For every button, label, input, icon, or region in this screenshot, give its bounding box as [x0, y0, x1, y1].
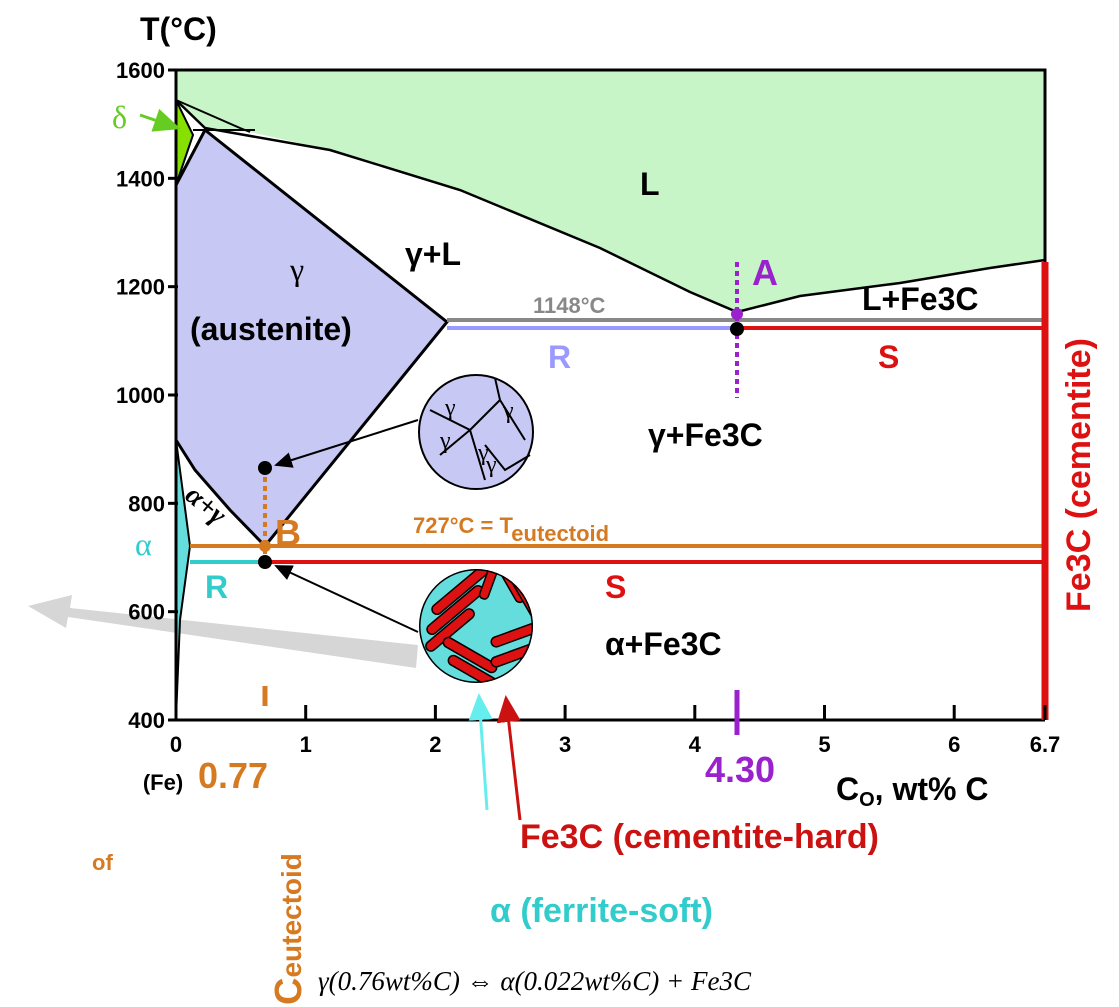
point	[258, 555, 272, 569]
vertical-label: Fe3C (cementite)	[1060, 338, 1098, 612]
arrow	[276, 566, 418, 632]
y-tick-label: 1600	[116, 58, 165, 83]
point-label: A	[752, 252, 778, 293]
y-tick-label: 1400	[116, 166, 165, 191]
point	[731, 308, 743, 320]
lever-label: R	[205, 569, 228, 605]
x-tick-label: 3	[559, 732, 571, 757]
x-tick-label: 5	[818, 732, 830, 757]
vertical-label: Ceutectoid	[268, 853, 310, 1005]
y-tick-label: 1200	[116, 275, 165, 300]
arrow	[140, 115, 178, 128]
austenite-grains	[419, 375, 533, 489]
region-label: (austenite)	[190, 311, 352, 347]
composition-label: 0.77	[198, 755, 268, 796]
gray-arrow	[28, 595, 418, 668]
point	[730, 322, 744, 336]
arrow	[506, 698, 520, 820]
x-tick-label: 6	[948, 732, 960, 757]
cementite-note: Fe3C (cementite-hard)	[520, 818, 879, 856]
phase-diagram: T(°C) 1600 1400 1200 1000 800 600 400 0 1 2 3 4 5 6 6…	[0, 0, 1119, 1007]
y-tick-label: 800	[128, 491, 165, 516]
lever-label: R	[548, 339, 571, 375]
x-axis-label-rest: , wt% C	[875, 771, 989, 807]
x-tick-label: 2	[429, 732, 441, 757]
vertical-label-sub: eutectoid	[276, 853, 307, 977]
x-tick-label: 4	[689, 732, 702, 757]
x-tick-label: 6.7	[1030, 732, 1061, 757]
region-label: α+Fe3C	[605, 626, 722, 662]
alpha-region	[176, 440, 190, 718]
x-tick-label: 0	[170, 732, 182, 757]
arrow	[479, 696, 487, 810]
reaction-equation: γ(0.76wt%C) ⇔ α(0.022wt%C) + Fe3C	[318, 966, 752, 996]
pearlite	[419, 556, 542, 692]
region-label: γ+L	[405, 236, 461, 272]
line-label-sub: eutectoid	[511, 521, 609, 546]
x-axis-label: CO, wt% C	[836, 771, 988, 811]
y-tick-label: 600	[128, 600, 165, 625]
y-tick-label: 1000	[116, 383, 165, 408]
x-ticks: 0 1 2 3 4 5 6 6.7	[170, 705, 1060, 757]
x-tick-label: 1	[300, 732, 312, 757]
line-label-main: 727°C = T	[413, 513, 513, 538]
x-axis-label-main: C	[836, 771, 859, 807]
grain-label: γ	[485, 452, 497, 478]
vertical-label-main: C	[268, 978, 310, 1005]
lever-label: S	[605, 569, 626, 605]
composition-label: 4.30	[705, 749, 775, 790]
region-label: L	[640, 166, 660, 202]
line-label: 1148°C	[533, 293, 606, 318]
grain-label: γ	[439, 428, 451, 454]
grain-label: γ	[444, 395, 456, 421]
ferrite-note: α (ferrite-soft)	[490, 892, 713, 930]
region-label: γ	[289, 251, 304, 287]
page: T(°C) 1600 1400 1200 1000 800 600 400 0 1 2 3 4 5 6 6…	[0, 0, 1119, 1007]
y-axis-label: T(°C)	[140, 11, 217, 47]
lever-label: S	[878, 339, 899, 375]
region-label: α	[135, 526, 152, 562]
point	[258, 461, 272, 475]
side-note: of	[92, 850, 113, 875]
point	[259, 540, 271, 552]
grain-label: γ	[502, 398, 514, 424]
region-label: L+Fe3C	[862, 281, 978, 317]
region-label: δ	[112, 99, 127, 135]
x-axis-label-sub: O	[859, 789, 875, 811]
region-label: γ+Fe3C	[648, 417, 763, 453]
y-tick-label: 400	[128, 708, 165, 733]
x-origin-note: (Fe)	[143, 770, 183, 795]
point-label: B	[275, 512, 301, 553]
line-label: 727°C = Teutectoid	[413, 513, 609, 546]
